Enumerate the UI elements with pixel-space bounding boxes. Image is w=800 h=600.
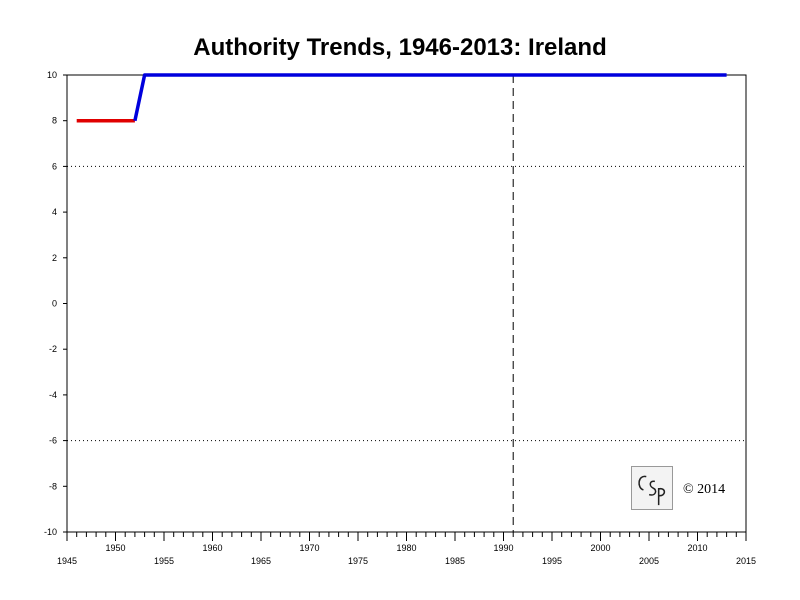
- x-tick-label: 1975: [348, 556, 368, 566]
- y-tick-label: 10: [47, 70, 57, 80]
- y-tick-label: 0: [52, 299, 57, 309]
- y-tick-label: -8: [49, 481, 57, 491]
- y-tick-label: -4: [49, 390, 57, 400]
- x-tick-label: 1945: [57, 556, 77, 566]
- x-tick-label: 1970: [299, 543, 319, 553]
- x-tick-label: 1955: [154, 556, 174, 566]
- y-tick-label: -6: [49, 436, 57, 446]
- x-tick-label: 1990: [493, 543, 513, 553]
- x-tick-label: 2000: [590, 543, 610, 553]
- copyright-text: © 2014: [683, 482, 726, 497]
- x-tick-label: 2010: [687, 543, 707, 553]
- y-tick-label: 4: [52, 207, 57, 217]
- x-tick-label: 1995: [542, 556, 562, 566]
- plot-frame: [66, 74, 747, 533]
- y-tick-label: 8: [52, 116, 57, 126]
- csp-logo-icon: [638, 475, 666, 506]
- series-layer: [76, 73, 727, 123]
- x-tick-label: 1950: [105, 543, 125, 553]
- x-axis: 1950 1960 1970 1980 1990 2000 2010 1945 1955 1965…: [57, 532, 756, 566]
- x-tick-label: 2005: [639, 556, 659, 566]
- y-tick-label: -10: [44, 527, 57, 537]
- x-tick-label: 1960: [202, 543, 222, 553]
- x-tick-label: 1985: [445, 556, 465, 566]
- y-tick-label: 2: [52, 253, 57, 263]
- y-tick-label: -2: [49, 344, 57, 354]
- y-axis: 10 8 6 4 2 0 -2 -4 -6 -8 -10: [44, 70, 67, 537]
- x-tick-label: 1980: [396, 543, 416, 553]
- x-tick-label: 1965: [251, 556, 271, 566]
- csp-logo: [631, 466, 673, 510]
- y-tick-label: 6: [52, 161, 57, 171]
- plot-border: [66, 74, 747, 533]
- reference-lines: [67, 75, 746, 532]
- chart-title: Authority Trends, 1946-2013: Ireland: [193, 34, 607, 61]
- series-line-2: [133, 73, 727, 122]
- x-tick-label: 2015: [736, 556, 756, 566]
